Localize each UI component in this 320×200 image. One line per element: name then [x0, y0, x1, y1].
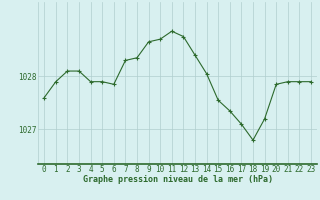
X-axis label: Graphe pression niveau de la mer (hPa): Graphe pression niveau de la mer (hPa) [83, 175, 273, 184]
